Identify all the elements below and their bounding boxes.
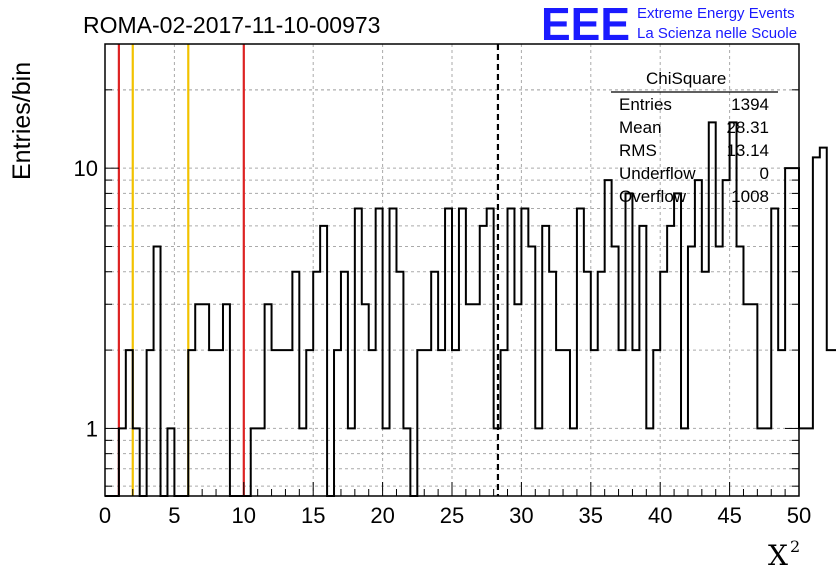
y-tick-label: 1 bbox=[86, 416, 98, 441]
stats-box: ChiSquare Entries 1394 Mean 28.31 RMS 13.14 Un… bbox=[611, 69, 778, 206]
tick-labels: 0 5 10 15 20 25 30 35 40 45 50 1 10 bbox=[74, 156, 812, 528]
x-tick-label: 25 bbox=[440, 503, 464, 528]
stats-value: 0 bbox=[760, 164, 769, 183]
y-axis-label: Entries/bin bbox=[8, 62, 36, 180]
x-tick-label: 5 bbox=[168, 503, 180, 528]
logo-line-2: La Scienza nelle Scuole bbox=[637, 25, 797, 42]
x-tick-label: 50 bbox=[787, 503, 811, 528]
axis-ticks bbox=[104, 43, 800, 496]
stats-value: 1008 bbox=[731, 187, 769, 206]
grid-lines bbox=[105, 43, 799, 496]
stats-title: ChiSquare bbox=[646, 69, 726, 88]
x-tick-label: 35 bbox=[579, 503, 603, 528]
stats-label: Overflow bbox=[619, 187, 687, 206]
x-tick-label: 30 bbox=[509, 503, 533, 528]
stats-value: 13.14 bbox=[726, 141, 769, 160]
x-tick-label: 45 bbox=[717, 503, 741, 528]
stats-label: Mean bbox=[619, 118, 662, 137]
run-title: ROMA-02-2017-11-10-00973 bbox=[83, 12, 380, 38]
logo-mark: EEE bbox=[541, 0, 630, 50]
x-tick-label: 0 bbox=[99, 503, 111, 528]
stats-label: Underflow bbox=[619, 164, 696, 183]
x-tick-label: 20 bbox=[370, 503, 394, 528]
stats-value: 28.31 bbox=[726, 118, 769, 137]
x-tick-label: 40 bbox=[648, 503, 672, 528]
histogram-step-line bbox=[105, 121, 836, 497]
x-tick-label: 15 bbox=[301, 503, 325, 528]
x-tick-label: 10 bbox=[232, 503, 256, 528]
histogram bbox=[105, 121, 836, 497]
stats-value: 1394 bbox=[731, 95, 769, 114]
y-tick-label: 10 bbox=[74, 156, 98, 181]
stats-label: RMS bbox=[619, 141, 657, 160]
logo-line-1: Extreme Energy Events bbox=[637, 5, 795, 22]
stats-label: Entries bbox=[619, 95, 672, 114]
eee-logo: EEE Extreme Energy Events La Scienza nel… bbox=[541, 0, 797, 50]
